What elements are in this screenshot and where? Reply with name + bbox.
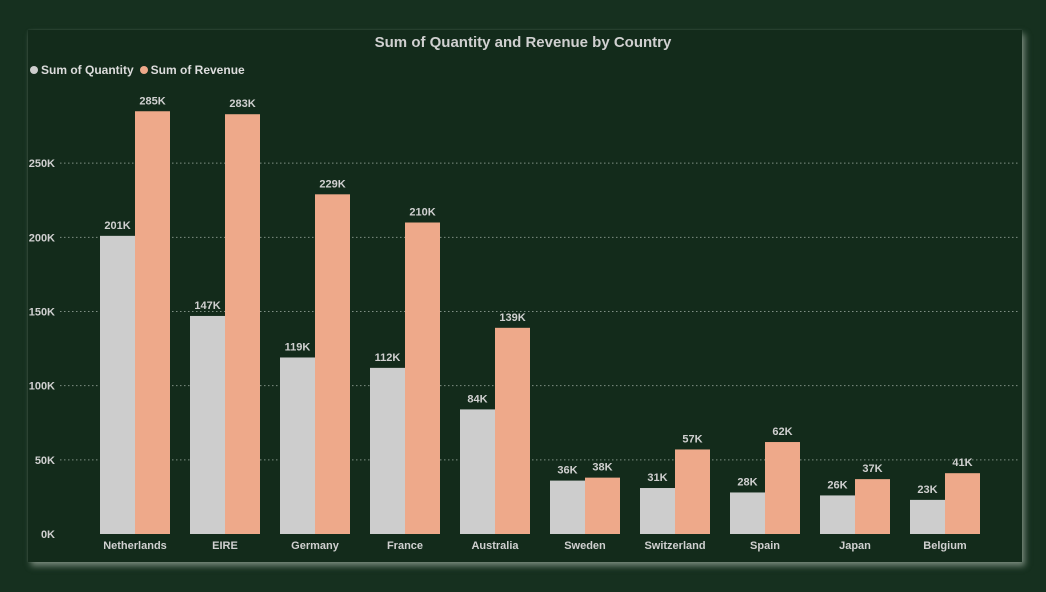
data-label-revenue: 229K — [319, 178, 345, 190]
bar-revenue — [495, 327, 530, 534]
bar-quantity — [100, 235, 135, 534]
bar-revenue — [405, 222, 440, 534]
x-tick-label: EIRE — [212, 540, 238, 552]
data-label-revenue: 62K — [772, 426, 792, 438]
legend-item-quantity[interactable]: Sum of Quantity — [30, 63, 134, 77]
y-tick-label: 250K — [29, 158, 55, 170]
x-tick-label: Sweden — [564, 540, 606, 552]
data-label-quantity: 26K — [827, 479, 847, 491]
y-tick-label: 100K — [29, 381, 55, 393]
data-label-quantity: 119K — [285, 341, 311, 353]
bar-quantity — [280, 357, 315, 534]
chart-title: Sum of Quantity and Revenue by Country — [374, 34, 672, 51]
data-label-revenue: 41K — [952, 457, 972, 469]
data-label-quantity: 28K — [737, 476, 757, 488]
data-label-quantity: 84K — [467, 393, 487, 405]
x-tick-label: Netherlands — [103, 540, 167, 552]
legend-label-revenue: Sum of Revenue — [150, 63, 245, 77]
x-tick-label: Switzerland — [644, 540, 705, 552]
bar-revenue — [855, 479, 890, 534]
bar-revenue — [675, 449, 710, 534]
bar-revenue — [585, 477, 620, 534]
bar-quantity — [910, 499, 945, 534]
data-label-revenue: 57K — [682, 433, 702, 445]
x-tick-label: Germany — [291, 540, 340, 552]
x-tick-label: Australia — [471, 540, 519, 552]
bar-quantity — [460, 409, 495, 534]
legend-marker-revenue — [139, 66, 148, 74]
data-label-quantity: 36K — [557, 465, 577, 477]
bar-quantity — [640, 488, 675, 534]
y-tick-label: 50K — [35, 455, 55, 467]
data-label-revenue: 38K — [592, 462, 612, 474]
data-label-revenue: 285K — [139, 95, 165, 107]
legend-marker-quantity — [30, 66, 38, 74]
bar-quantity — [550, 480, 585, 534]
x-tick-label: Belgium — [923, 540, 967, 552]
bar-revenue — [135, 111, 170, 534]
y-tick-label: 200K — [29, 232, 55, 244]
bar-revenue — [225, 114, 260, 534]
legend-item-revenue[interactable]: Sum of Revenue — [139, 63, 245, 77]
data-label-quantity: 31K — [647, 472, 667, 484]
data-label-quantity: 147K — [194, 300, 220, 312]
y-tick-label: 0K — [41, 529, 55, 541]
bar-quantity — [370, 367, 405, 534]
bar-quantity — [190, 315, 225, 534]
data-label-quantity: 23K — [917, 484, 937, 496]
legend-label-quantity: Sum of Quantity — [41, 63, 134, 77]
bar-quantity — [730, 492, 765, 534]
bar-revenue — [765, 442, 800, 534]
x-tick-label: France — [387, 540, 423, 552]
data-label-quantity: 201K — [104, 220, 130, 232]
x-tick-label: Spain — [750, 540, 780, 552]
data-label-revenue: 139K — [499, 312, 525, 324]
y-tick-label: 150K — [29, 307, 55, 319]
data-label-revenue: 283K — [229, 98, 255, 110]
bar-revenue — [945, 473, 980, 534]
data-label-quantity: 112K — [375, 352, 401, 364]
chart-legend: Sum of Quantity Sum of Revenue — [30, 63, 245, 77]
data-label-revenue: 210K — [409, 207, 435, 219]
data-label-revenue: 37K — [862, 463, 882, 475]
bar-revenue — [315, 194, 350, 535]
bar-quantity — [820, 495, 855, 534]
x-tick-label: Japan — [839, 540, 871, 552]
